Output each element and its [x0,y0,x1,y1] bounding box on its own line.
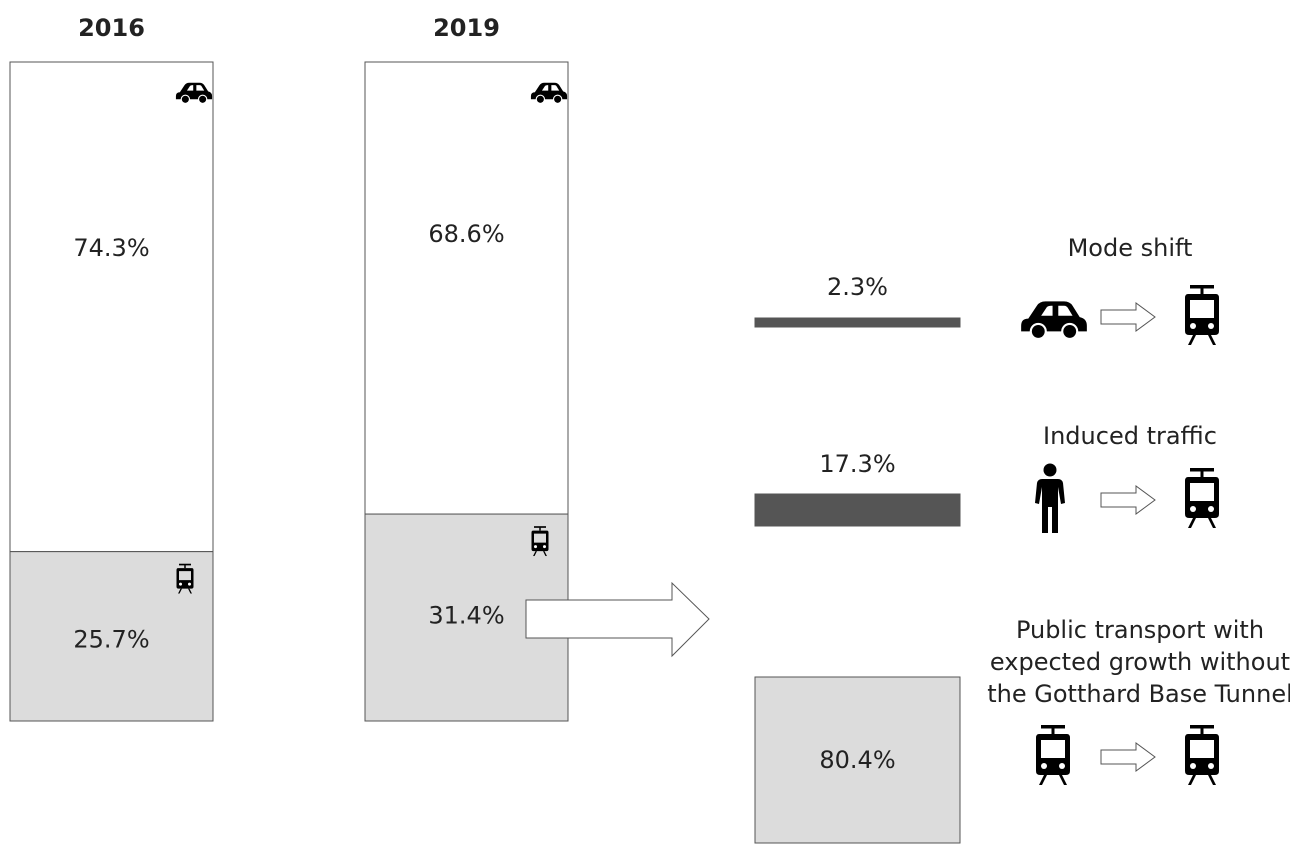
breakdown-arrow [525,581,710,658]
breakdown-component-3: 80.4% Public transport with expected growt… [754,616,1290,844]
breakdown-value-label: 17.3% [819,450,895,478]
arrow-right-icon [1100,302,1156,332]
breakdown-value-label: 80.4% [819,746,895,774]
breakdown-title-line: Public transport with [1016,616,1264,644]
breakdown-bar [754,676,961,844]
breakdown-title-line: expected growth without [990,648,1290,676]
car-share-segment [9,61,214,553]
train-icon [1185,725,1219,785]
breakdown-component-1: 2.3% Mode shift [754,234,1219,345]
public-transport-share-segment [9,551,214,722]
year-label: 2019 [433,14,500,42]
breakdown-bar [754,317,961,328]
year-label: 2016 [78,14,145,42]
breakdown-value-label: 2.3% [827,273,888,301]
train-icon [1185,468,1219,528]
arrow-right-icon [1100,485,1156,515]
arrow-right-icon [1100,742,1156,772]
car-share-label: 68.6% [428,220,504,248]
train-icon [1036,725,1070,785]
year-bar-2016: 2016 74.3% 25.7% [9,14,214,722]
breakdown-title-line: Mode shift [1068,234,1193,262]
car-share-segment [364,61,569,515]
car-icon [1021,301,1087,338]
breakdown-bar [754,493,961,527]
car-share-label: 74.3% [73,234,149,262]
public-transport-share-label: 25.7% [73,626,149,654]
year-bar-2019: 2019 68.6% 31.4% [364,14,710,722]
train-icon [1185,285,1219,345]
public-transport-share-label: 31.4% [428,602,504,630]
breakdown-title-line: the Gotthard Base Tunnel [987,680,1290,708]
breakdown-title-line: Induced traffic [1043,422,1217,450]
breakdown-component-2: 17.3% Induced traffic [754,422,1219,533]
person-icon [1035,463,1065,533]
